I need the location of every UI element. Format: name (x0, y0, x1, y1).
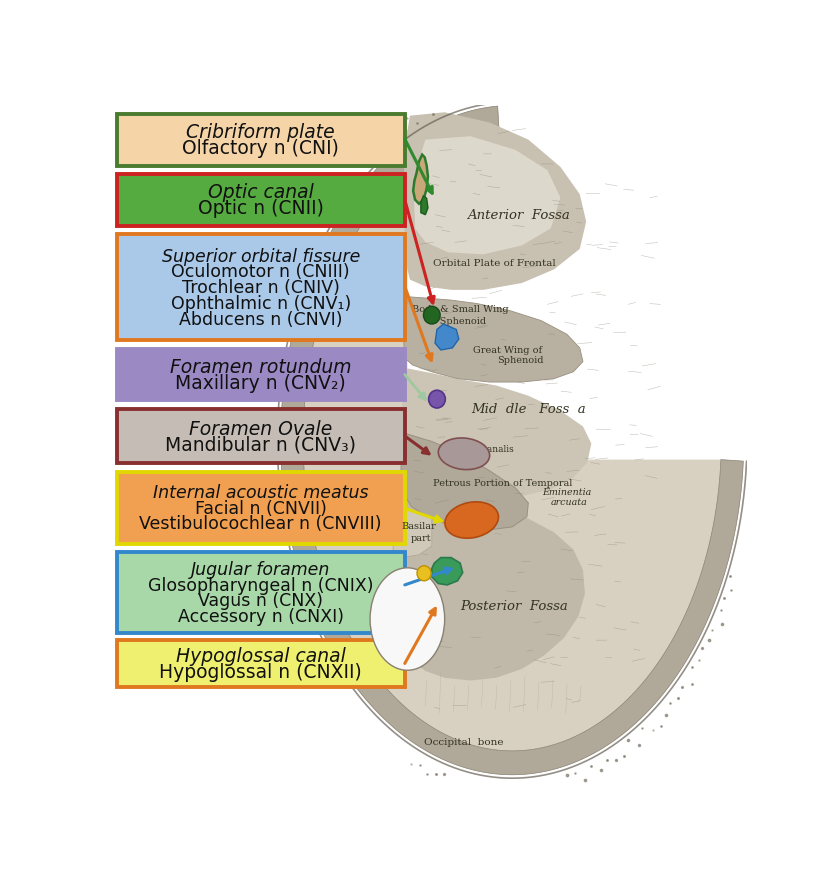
Text: Abducens n (CNVI): Abducens n (CNVI) (179, 310, 343, 328)
Circle shape (428, 391, 446, 408)
Polygon shape (401, 434, 529, 531)
Text: Optic canal: Optic canal (208, 183, 314, 202)
Polygon shape (403, 298, 583, 383)
Text: Eminentia: Eminentia (542, 487, 592, 496)
FancyBboxPatch shape (116, 175, 405, 227)
Text: Facial n (CNVII): Facial n (CNVII) (195, 499, 327, 517)
Text: For Ov.: For Ov. (453, 443, 484, 452)
Text: Sphenoid: Sphenoid (497, 355, 544, 365)
Text: Vestibulocochlear n (CNVIII): Vestibulocochlear n (CNVIII) (139, 515, 382, 532)
Text: Body & Small Wing: Body & Small Wing (413, 305, 509, 315)
Ellipse shape (445, 502, 499, 539)
Polygon shape (281, 107, 744, 775)
Polygon shape (435, 324, 459, 351)
Text: Jugular foramen: Jugular foramen (191, 560, 330, 579)
FancyBboxPatch shape (116, 114, 405, 167)
Polygon shape (413, 155, 428, 205)
Text: Maxillary n (CNV₂): Maxillary n (CNV₂) (175, 374, 346, 392)
FancyBboxPatch shape (116, 409, 405, 463)
Text: Mid  dle   Foss  a: Mid dle Foss a (471, 403, 586, 416)
FancyBboxPatch shape (116, 472, 405, 544)
Circle shape (423, 307, 440, 324)
Text: Foramen Ovale: Foramen Ovale (189, 419, 332, 439)
Text: of Sphenoid: of Sphenoid (427, 316, 486, 326)
Text: sulcus canalis: sulcus canalis (450, 444, 514, 454)
Text: Olfactory n (CNI): Olfactory n (CNI) (183, 139, 339, 158)
Text: Hypoglossal canal: Hypoglossal canal (176, 647, 345, 665)
Text: Posterior  Fossa: Posterior Fossa (461, 599, 568, 612)
Polygon shape (303, 131, 721, 751)
Ellipse shape (438, 439, 490, 470)
Text: Great Wing of: Great Wing of (473, 346, 542, 354)
Text: Superior orbital fissure: Superior orbital fissure (162, 247, 360, 266)
Text: Mandibular n (CNV₃): Mandibular n (CNV₃) (165, 435, 356, 454)
Text: Basilar: Basilar (402, 521, 437, 531)
Polygon shape (394, 485, 585, 680)
Polygon shape (392, 508, 432, 558)
Text: Internal acoustic meatus: Internal acoustic meatus (153, 484, 369, 501)
Text: Vagus n (CNX): Vagus n (CNX) (198, 592, 323, 610)
Polygon shape (403, 113, 586, 291)
Polygon shape (401, 369, 591, 499)
Circle shape (417, 566, 431, 581)
Polygon shape (432, 558, 462, 586)
Text: Hypoglossal n (CNXII): Hypoglossal n (CNXII) (159, 662, 362, 681)
Text: arcuata: arcuata (551, 498, 588, 507)
Polygon shape (421, 197, 428, 215)
Text: Trochlear n (CNIV): Trochlear n (CNIV) (182, 279, 339, 297)
Ellipse shape (370, 568, 445, 671)
Text: Accessory n (CNXI): Accessory n (CNXI) (178, 607, 344, 626)
Text: Optic n (CNII): Optic n (CNII) (198, 198, 324, 218)
FancyBboxPatch shape (116, 235, 405, 341)
Text: Foramen rotundum: Foramen rotundum (170, 358, 351, 377)
Text: Cribriform plate: Cribriform plate (187, 123, 335, 142)
Text: Orbital Plate of Frontal: Orbital Plate of Frontal (433, 259, 556, 268)
Text: Petrous Portion of Temporal: Petrous Portion of Temporal (433, 478, 572, 487)
FancyBboxPatch shape (116, 640, 405, 688)
Text: Occipital  bone: Occipital bone (424, 738, 504, 747)
Polygon shape (414, 137, 560, 255)
Text: Anterior  Fossa: Anterior Fossa (467, 209, 570, 222)
Text: Glosopharyngeal n (CNIX): Glosopharyngeal n (CNIX) (148, 576, 374, 594)
Text: part: part (411, 533, 431, 542)
Text: Ophthalmic n (CNV₁): Ophthalmic n (CNV₁) (171, 294, 351, 313)
FancyBboxPatch shape (116, 349, 405, 401)
Text: Oculomotor n (CNIII): Oculomotor n (CNIII) (171, 263, 350, 281)
FancyBboxPatch shape (116, 553, 405, 633)
